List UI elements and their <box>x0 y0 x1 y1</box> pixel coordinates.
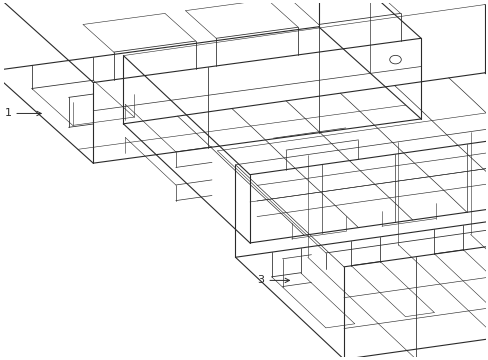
Text: 2: 2 <box>0 359 1 360</box>
Text: 3: 3 <box>257 275 289 285</box>
Text: 1: 1 <box>4 108 41 118</box>
